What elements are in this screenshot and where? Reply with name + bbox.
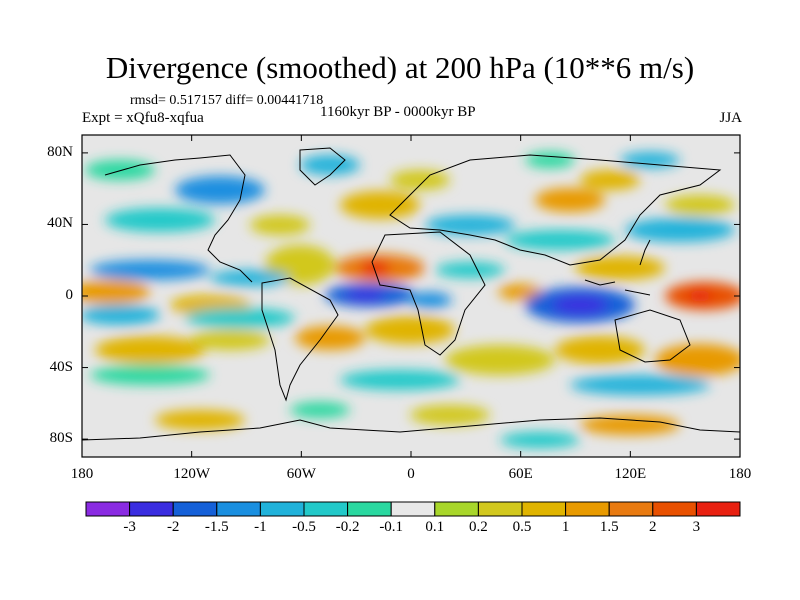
colorbar-label: -1.5 xyxy=(204,519,229,535)
coastline-south-america xyxy=(261,277,339,402)
colorbar-swatch xyxy=(259,501,305,517)
lat-tick-label: 0 xyxy=(65,287,74,303)
colorbar-label: 1.5 xyxy=(599,519,619,535)
coastlines xyxy=(82,147,740,441)
colorbar-swatch xyxy=(477,501,523,517)
colorbar-swatch xyxy=(565,501,610,517)
coastline-africa xyxy=(371,231,486,356)
coastline-eurasia xyxy=(389,154,722,266)
coastline-greenland xyxy=(299,147,346,186)
colorbar-swatch xyxy=(303,501,349,517)
colorbar-swatch xyxy=(216,501,261,517)
colorbar-label: -0.5 xyxy=(292,519,316,535)
colorbar-label: 3 xyxy=(692,519,701,535)
colorbar-swatch xyxy=(521,501,567,517)
rmsd-diff-stats: rmsd= 0.517157 diff= 0.00441718 xyxy=(130,93,324,108)
coastline-maritime xyxy=(584,239,651,296)
colorbar-swatch xyxy=(129,501,174,517)
lat-tick-label: 40N xyxy=(47,215,73,232)
colorbar-label: -3 xyxy=(123,519,136,535)
colorbar-label: -0.1 xyxy=(379,519,404,535)
colorbar-label: 2 xyxy=(649,519,657,535)
period-label: 1160kyr BP - 0000kyr BP xyxy=(320,104,476,120)
lon-tick-label: 120E xyxy=(614,466,647,482)
experiment-label: Expt = xQfu8-xqfua xyxy=(82,110,204,126)
colorbar-label: 1 xyxy=(561,519,570,535)
colorbar-swatch xyxy=(390,501,436,517)
colorbar xyxy=(85,501,741,517)
coastline-antarctica xyxy=(82,417,740,441)
colorbar-label: 0.5 xyxy=(512,519,532,535)
coastline-australia xyxy=(614,309,691,363)
figure-title: Divergence (smoothed) at 200 hPa (10**6 … xyxy=(105,50,695,85)
season-label: JJA xyxy=(719,110,742,126)
lon-tick-label: 60W xyxy=(286,466,316,482)
colorbar-label: 0.1 xyxy=(425,519,445,535)
colorbar-swatch xyxy=(85,501,131,517)
lat-tick-label: 40S xyxy=(49,358,73,375)
lon-tick-label: 60E xyxy=(508,466,533,482)
colorbar-swatch xyxy=(608,501,654,517)
colorbar-swatch xyxy=(347,501,392,517)
lat-tick-label: 80N xyxy=(47,143,73,160)
colorbar-swatch xyxy=(695,501,741,517)
lon-tick-label: 120W xyxy=(173,466,210,482)
colorbar-label: -2 xyxy=(166,519,180,535)
lon-tick-label: 180 xyxy=(70,466,94,482)
coastline-north-america xyxy=(104,154,253,283)
lat-tick-label: 80S xyxy=(49,430,73,447)
colorbar-label: -0.2 xyxy=(335,519,360,535)
colorbar-swatch xyxy=(652,501,697,517)
lon-tick-label: 0 xyxy=(407,466,415,482)
colorbar-swatch xyxy=(172,501,218,517)
divergence-field xyxy=(82,135,740,457)
lon-tick-label: 180 xyxy=(728,466,752,482)
colorbar-label: -1 xyxy=(254,519,267,535)
colorbar-swatch xyxy=(434,501,479,517)
colorbar-label: 0.2 xyxy=(469,519,488,535)
